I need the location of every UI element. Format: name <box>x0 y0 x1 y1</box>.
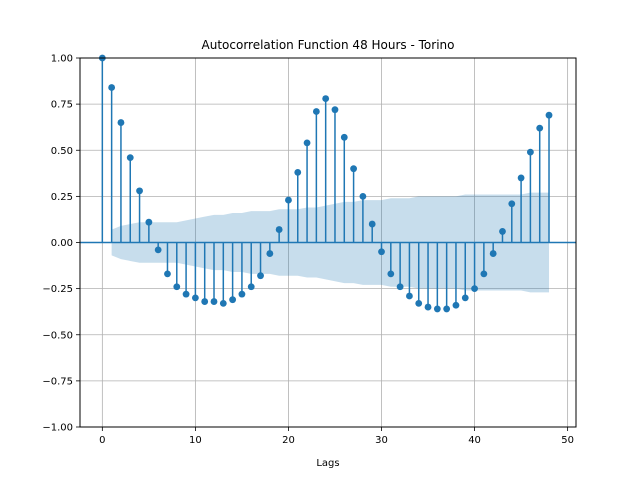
acf-point <box>471 285 478 293</box>
acf-point <box>229 296 237 304</box>
acf-point <box>312 108 320 115</box>
x-tick-label: 20 <box>282 435 295 446</box>
acf-point <box>415 299 423 307</box>
acf-point <box>257 272 264 280</box>
acf-point <box>517 174 525 182</box>
x-tick-label: 30 <box>375 435 388 446</box>
acf-point <box>499 228 506 235</box>
stems <box>101 58 550 309</box>
acf-point <box>191 294 199 302</box>
acf-point <box>396 283 404 291</box>
y-tick-label: 0.25 <box>51 192 73 203</box>
acf-point <box>303 139 311 147</box>
acf-point <box>359 192 367 200</box>
acf-point <box>378 248 385 256</box>
acf-point <box>154 246 162 254</box>
y-tick-label: −0.25 <box>42 284 73 295</box>
acf-point <box>126 154 134 162</box>
acf-point <box>508 200 516 208</box>
x-axis-label: Lags <box>316 458 339 469</box>
acf-point <box>424 303 432 311</box>
acf-point <box>117 119 125 126</box>
acf-point <box>443 305 451 313</box>
acf-point <box>238 290 246 298</box>
acf-point <box>145 218 153 226</box>
acf-point <box>545 111 553 119</box>
acf-point <box>368 220 376 228</box>
acf-point <box>182 290 190 298</box>
acf-point <box>406 292 413 300</box>
markers <box>98 54 553 313</box>
y-tick-label: 0.50 <box>51 146 73 157</box>
acf-point <box>461 294 469 302</box>
acf-point <box>350 165 357 173</box>
y-tick-label: −0.75 <box>42 376 73 387</box>
y-tick-label: 0.00 <box>51 238 73 249</box>
acf-point <box>108 84 116 91</box>
acf-point <box>219 299 227 307</box>
acf-point <box>210 298 218 305</box>
acf-point <box>173 283 181 291</box>
y-tick-label: −0.50 <box>42 330 73 341</box>
acf-point <box>201 298 209 305</box>
x-tick-label: 0 <box>99 435 105 446</box>
acf-point <box>164 270 171 278</box>
acf-point <box>266 250 274 257</box>
x-tick-label: 50 <box>561 435 574 446</box>
acf-point <box>433 305 441 313</box>
acf-point <box>527 148 534 156</box>
acf-point <box>136 187 143 195</box>
acf-point <box>285 196 292 204</box>
y-tick-label: 1.00 <box>51 54 73 65</box>
y-tick-label: 0.75 <box>51 100 73 111</box>
chart-title: Autocorrelation Function 48 Hours - Tori… <box>202 38 455 52</box>
y-tick-label: −1.00 <box>42 423 73 434</box>
acf-point <box>489 250 497 257</box>
acf-point <box>387 270 395 278</box>
y-axis-ticks: −1.00 −0.75 −0.50 −0.25 0.00 0.25 0.50 0.75 1.00 <box>42 54 80 434</box>
acf-point <box>340 133 348 141</box>
x-axis-ticks: 0 10 20 30 40 50 <box>99 427 574 446</box>
acf-point <box>452 301 460 309</box>
acf-point <box>480 270 488 278</box>
acf-point <box>247 283 255 291</box>
x-tick-label: 40 <box>468 435 481 446</box>
acf-point <box>536 124 544 132</box>
x-tick-label: 10 <box>189 435 202 446</box>
acf-point <box>294 168 302 176</box>
acf-point <box>275 226 283 233</box>
acf-point <box>331 106 339 114</box>
acf-point <box>322 95 330 102</box>
